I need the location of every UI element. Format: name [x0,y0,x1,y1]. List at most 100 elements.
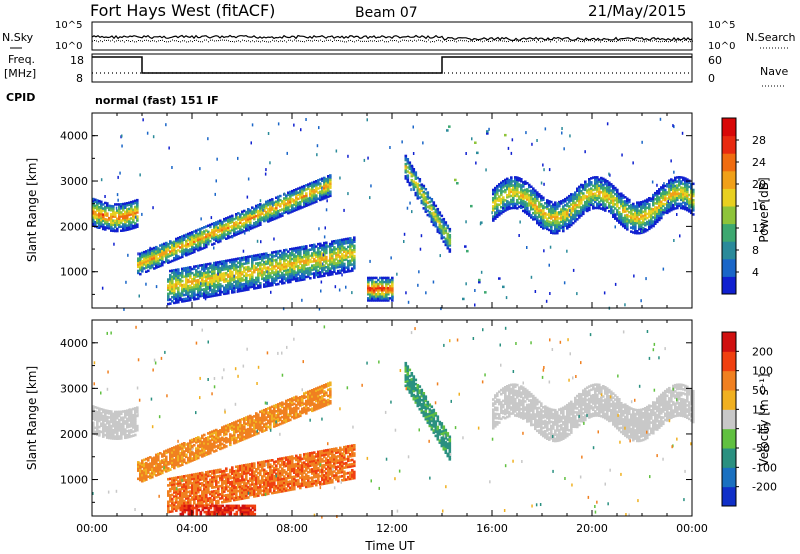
heatmap-cell [169,292,172,295]
heatmap-cell [128,433,131,437]
heatmap-cell [195,437,198,440]
heatmap-cell [108,208,111,212]
heatmap-cell [122,418,125,421]
heatmap-cell [632,212,635,216]
heatmap-cell [96,199,99,202]
heatmap-cell [688,204,691,207]
heatmap-speckle [121,144,123,148]
heatmap-cell [143,464,146,468]
heatmap-cell [124,422,127,425]
heatmap-cell [185,289,188,292]
heatmap-cell [410,179,414,182]
heatmap-cell [323,188,326,192]
heatmap-cell [110,414,113,417]
heatmap-cell [136,219,139,222]
heatmap-cell [674,207,677,210]
heatmap-cell [247,288,250,291]
heatmap-speckle [662,267,665,271]
heatmap-cell [634,213,637,216]
heatmap-cell [237,212,240,215]
heatmap-cell [145,256,148,259]
heatmap-cell [207,224,210,227]
heatmap-cell [124,436,127,440]
heatmap-cell [552,205,555,208]
heatmap-cell [257,216,260,219]
heatmap-cell [343,248,346,251]
heatmap-cell [305,245,308,248]
heatmap-cell [682,197,685,200]
heatmap-cell [221,228,224,232]
heatmap-cell [624,216,627,219]
heatmap-cell [650,197,653,200]
heatmap-cell [311,256,314,259]
heatmap-cell [534,199,537,203]
heatmap-cell [245,274,248,277]
heatmap-cell [690,185,693,188]
heatmap-cell [414,173,418,176]
heatmap-cell [652,208,655,211]
heatmap-cell [273,277,276,280]
heatmap-cell [608,203,611,207]
heatmap-speckle [673,239,675,242]
heatmap-cell [161,453,164,456]
heatmap-cell [610,185,613,188]
heatmap-cell [379,297,382,300]
heatmap-cell [496,189,499,192]
heatmap-cell [225,288,228,291]
heatmap-cell [686,180,689,183]
heatmap-cell [98,407,101,410]
heatmap-cell [112,221,115,224]
heatmap-cell [177,454,180,458]
heatmap-cell [666,203,669,206]
heatmap-cell [165,241,168,245]
heatmap-cell [130,412,133,416]
heatmap-cell [255,210,258,214]
heatmap-cell [191,231,194,234]
heatmap-cell [556,205,559,208]
heatmap-cell [139,272,142,276]
heatmap-cell [94,221,97,224]
heatmap-cell [351,269,354,272]
heatmap-cell [498,277,501,280]
heatmap-cell [155,262,158,265]
heatmap-cell [299,194,302,198]
heatmap-cell [345,256,348,259]
heatmap-cell [187,251,190,254]
heatmap-cell [191,451,194,454]
heatmap-cell [572,213,575,217]
heatmap-cell [92,425,95,429]
heatmap-cell [345,266,348,269]
heatmap-cell [297,252,300,256]
heatmap-cell [608,201,611,205]
heatmap-cell [416,186,420,190]
heatmap-cell [213,226,216,229]
heatmap-cell [604,197,607,200]
heatmap-cell [424,200,428,203]
heatmap-cell [654,212,657,215]
heatmap-cell [616,192,619,196]
heatmap-cell [562,221,565,225]
heatmap-cell [289,209,292,212]
heatmap-cell [145,262,148,265]
heatmap-cell [217,281,220,284]
heatmap-cell [430,220,434,223]
heatmap-cell [572,195,575,198]
heatmap-cell [132,226,135,230]
heatmap-cell [508,207,511,210]
heatmap-cell [379,293,382,296]
heatmap-cell [516,182,519,186]
heatmap-cell [311,272,314,276]
heatmap-cell [349,251,352,254]
heatmap-cell [303,189,306,192]
colorbar-tick-label: 24 [752,156,766,169]
heatmap-cell [295,198,298,201]
heatmap-cell [684,189,687,193]
heatmap-cell [578,193,581,197]
heatmap-cell [233,258,236,261]
heatmap-cell [299,250,302,253]
heatmap-cell [239,221,242,224]
heatmap-cell [269,209,272,212]
heatmap-cell [317,191,320,194]
heatmap-cell [128,213,131,217]
heatmap-cell [181,298,184,301]
